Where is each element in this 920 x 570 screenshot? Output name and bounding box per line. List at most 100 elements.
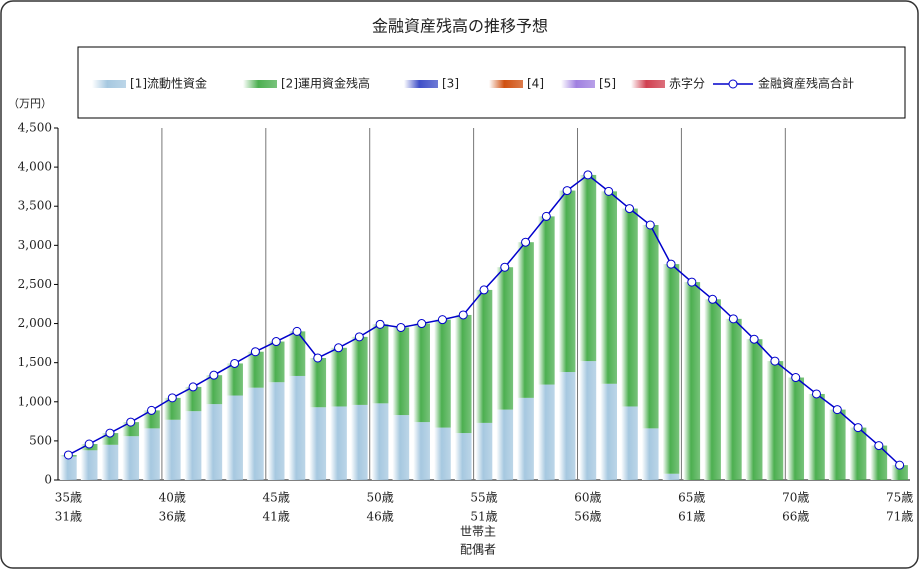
- bar-segment: [517, 397, 534, 480]
- legend-swatch: [404, 80, 438, 88]
- bar-segment: [870, 445, 888, 480]
- total-marker: [604, 186, 614, 196]
- bar-segment: [641, 224, 659, 429]
- total-marker: [167, 393, 177, 403]
- total-marker: [749, 334, 759, 344]
- legend-marker: [728, 79, 738, 89]
- bar-segment: [600, 191, 617, 384]
- x-tick-label-2: 71歳: [886, 510, 913, 524]
- bar-segment: [143, 410, 160, 429]
- total-marker: [479, 285, 489, 295]
- bar-segment: [163, 397, 181, 420]
- bar-segment: [288, 375, 306, 480]
- x-tick-label-2: 46歳: [366, 510, 393, 524]
- bar-segment: [184, 386, 202, 412]
- total-marker: [292, 326, 302, 336]
- x-axis-label: 世帯主: [460, 525, 496, 539]
- total-marker: [105, 428, 115, 438]
- total-marker: [645, 220, 655, 230]
- total-marker: [437, 315, 447, 325]
- total-marker: [188, 382, 198, 392]
- legend-swatch: [92, 80, 126, 88]
- x-tick-label-2: 36歳: [159, 510, 186, 524]
- bar-segment: [309, 357, 327, 408]
- y-tick-label: 3,000: [18, 238, 52, 252]
- y-tick-label: 0: [44, 473, 52, 487]
- total-marker: [500, 262, 510, 272]
- bar-segment: [434, 319, 451, 428]
- bar-segment: [517, 242, 534, 398]
- y-tick-label: 3,500: [18, 199, 52, 213]
- total-marker: [396, 322, 406, 332]
- x-tick-label: 75歳: [886, 491, 913, 505]
- total-marker: [521, 237, 531, 247]
- bar-segment: [413, 323, 430, 423]
- bar-segment: [579, 361, 597, 480]
- bar-segment: [392, 415, 410, 480]
- total-marker: [624, 204, 634, 214]
- bar-segment: [808, 393, 825, 480]
- bar-segment: [330, 347, 347, 407]
- bar-segment: [579, 174, 597, 362]
- bar-segment: [662, 264, 680, 474]
- bar-segment: [267, 341, 285, 383]
- bar-segment: [101, 433, 119, 445]
- total-marker: [874, 441, 884, 451]
- legend-label: [5]: [599, 77, 616, 91]
- bar-segment: [454, 314, 472, 434]
- bar-segment: [371, 324, 389, 404]
- total-marker: [708, 294, 718, 304]
- x-tick-label: 50歳: [366, 491, 393, 505]
- legend-label: 金融資産残高合計: [758, 76, 854, 91]
- total-marker: [541, 211, 551, 221]
- bar-segment: [745, 339, 763, 480]
- total-marker: [126, 417, 136, 427]
- total-marker: [84, 439, 94, 449]
- bar-segment: [226, 363, 243, 396]
- total-marker: [271, 337, 281, 347]
- x-axis-label: 配偶者: [460, 543, 496, 557]
- x-tick-label-2: 56歳: [574, 510, 601, 524]
- total-marker: [853, 423, 863, 433]
- legend-swatch: [243, 80, 277, 88]
- x-tick-label: 70歳: [782, 491, 809, 505]
- chart-title: 金融資産残高の推移予想: [372, 17, 548, 36]
- total-marker: [354, 332, 364, 342]
- x-tick-label-2: 66歳: [782, 510, 809, 524]
- total-marker: [895, 460, 905, 470]
- bar-segment: [849, 427, 867, 480]
- total-marker: [728, 314, 738, 324]
- legend-label: [2]運用資金残高: [281, 76, 370, 91]
- bar-segment: [122, 436, 140, 480]
- legend-label: 赤字分: [669, 76, 705, 91]
- bar-segment: [641, 428, 659, 480]
- total-marker: [562, 186, 572, 196]
- bar-segment: [392, 327, 410, 416]
- legend-swatch: [561, 80, 595, 88]
- y-tick-label: 2,500: [18, 277, 52, 291]
- bar-segment: [662, 473, 680, 480]
- bar-segment: [101, 444, 119, 480]
- total-marker: [832, 405, 842, 415]
- total-marker: [313, 353, 323, 363]
- total-marker: [63, 450, 73, 460]
- y-tick-label: 4,500: [18, 121, 52, 135]
- total-marker: [230, 358, 240, 368]
- bar-segment: [538, 384, 555, 480]
- y-tick-label: 1,500: [18, 355, 52, 369]
- bar-segment: [351, 336, 368, 405]
- x-tick-label: 55歳: [470, 491, 497, 505]
- x-tick-label: 45歳: [263, 491, 290, 505]
- bar-segment: [247, 351, 264, 388]
- bar-segment: [122, 422, 140, 437]
- bar-segment: [766, 361, 784, 480]
- bar-segment: [496, 267, 514, 410]
- x-tick-label-2: 51歳: [470, 510, 497, 524]
- bar-segment: [330, 406, 347, 480]
- x-tick-label-2: 41歳: [263, 510, 290, 524]
- bar-segment: [787, 377, 805, 480]
- y-unit: （万円）: [8, 97, 52, 110]
- total-marker: [458, 310, 468, 320]
- bar-segment: [184, 411, 202, 480]
